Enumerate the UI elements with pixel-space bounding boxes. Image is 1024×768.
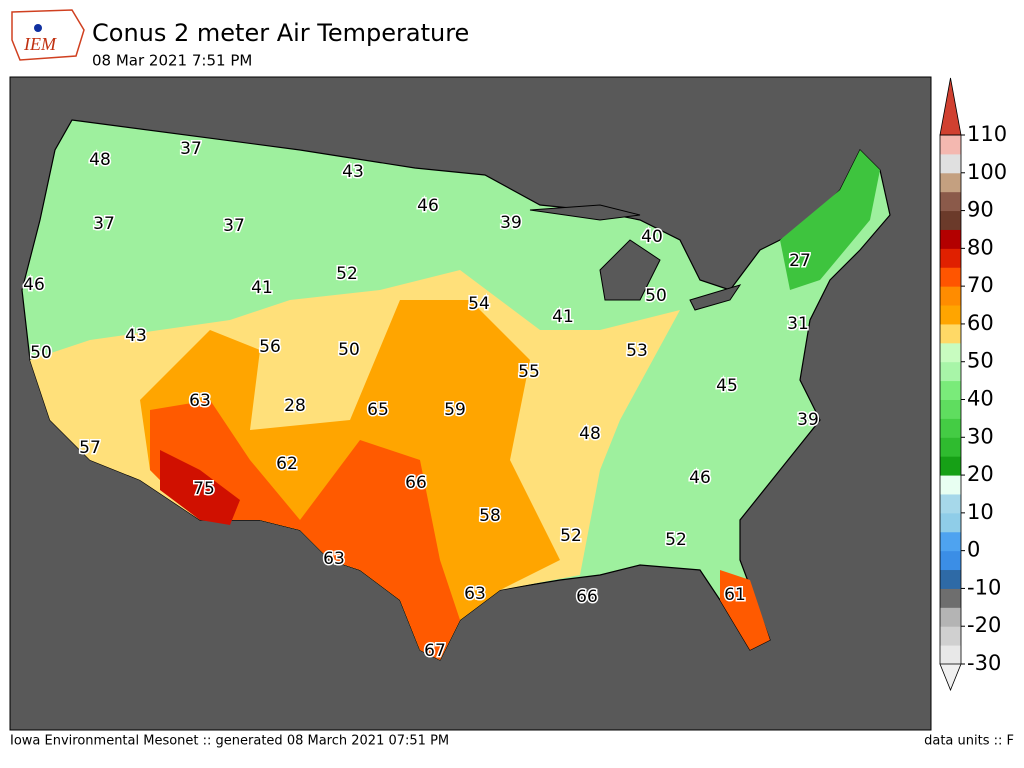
temp-label: 59 xyxy=(444,400,466,420)
temp-label: 48 xyxy=(89,150,111,170)
temp-label: 43 xyxy=(342,162,364,182)
temp-label: 37 xyxy=(223,216,245,236)
colorbar-bin xyxy=(940,456,961,476)
temp-label: 50 xyxy=(30,343,52,363)
temp-label: 56 xyxy=(259,337,281,357)
colorbar-tick-label: 30 xyxy=(967,424,994,448)
colorbar-tick-label: -20 xyxy=(967,613,1001,637)
temp-label: 27 xyxy=(789,251,811,271)
colorbar-bin xyxy=(940,512,961,533)
colorbar-bin xyxy=(940,361,961,382)
temp-label: 63 xyxy=(189,391,211,411)
colorbar-tick-label: 40 xyxy=(967,387,994,411)
colorbar-tick-label: -30 xyxy=(967,651,1001,675)
colorbar-under xyxy=(939,663,962,692)
temp-label: 58 xyxy=(479,506,501,526)
title: Conus 2 meter Air Temperature xyxy=(92,19,469,47)
colorbar-bin xyxy=(940,248,961,268)
temp-label: 37 xyxy=(93,214,115,234)
colorbar-bin xyxy=(940,210,961,230)
colorbar-bin xyxy=(940,493,961,514)
temp-label: 40 xyxy=(641,227,663,247)
temp-label: 50 xyxy=(338,340,360,360)
logo: IEM xyxy=(11,9,85,61)
temp-label: 39 xyxy=(500,213,522,233)
colorbar-bin xyxy=(940,323,961,344)
temp-label: 54 xyxy=(468,294,490,314)
temp-label: 67 xyxy=(424,641,446,661)
colorbar-bin xyxy=(940,135,961,155)
colorbar-bin xyxy=(940,286,961,306)
temp-label: 48 xyxy=(579,424,601,444)
colorbar-tick-label: 10 xyxy=(967,500,994,524)
colorbar-bin xyxy=(940,475,961,495)
colorbar-bin xyxy=(940,342,961,363)
colorbar-tick-label: -10 xyxy=(967,575,1001,599)
temp-label: 53 xyxy=(626,341,648,361)
temp-label: 50 xyxy=(645,286,667,306)
logo-text: IEM xyxy=(23,34,57,54)
temp-label: 37 xyxy=(180,139,202,159)
temp-label: 45 xyxy=(716,376,738,396)
colorbar-bin xyxy=(940,569,961,589)
temp-label: 43 xyxy=(125,326,147,346)
colorbar-bin xyxy=(940,607,961,627)
temp-label: 52 xyxy=(560,526,582,546)
colorbar-tick-label: 80 xyxy=(967,235,994,259)
colorbar-tick-label: 110 xyxy=(967,122,1007,146)
temp-label: 52 xyxy=(336,264,358,284)
colorbar-over xyxy=(939,77,962,136)
temp-label: 41 xyxy=(552,307,574,327)
colorbar-bin xyxy=(940,172,961,193)
temp-label: 41 xyxy=(251,278,273,298)
temp-label: 61 xyxy=(724,585,746,605)
temp-label: 55 xyxy=(518,362,540,382)
temp-label: 66 xyxy=(576,587,598,607)
colorbar-tick-label: 100 xyxy=(967,160,1007,184)
colorbar-bin xyxy=(940,645,961,665)
temp-label: 46 xyxy=(23,275,45,295)
colorbar-bin xyxy=(940,626,961,646)
colorbar-bin xyxy=(940,153,961,174)
temp-label: 31 xyxy=(787,314,809,334)
colorbar-tick-label: 60 xyxy=(967,311,994,335)
colorbar-bin xyxy=(940,437,961,457)
temp-label: 39 xyxy=(797,410,819,430)
temp-label: 66 xyxy=(405,473,427,493)
temp-label: 46 xyxy=(689,468,711,488)
colorbar-bin xyxy=(940,305,961,325)
colorbar-bin xyxy=(940,399,961,419)
temp-label: 65 xyxy=(367,400,389,420)
colorbar-tick-label: 70 xyxy=(967,273,994,297)
colorbar-bin xyxy=(940,418,961,438)
temp-label: 52 xyxy=(665,530,687,550)
temp-label: 63 xyxy=(323,549,345,569)
colorbar-bin xyxy=(940,191,961,212)
colorbar-bin xyxy=(940,531,961,552)
temp-label: 75 xyxy=(193,479,215,499)
footer-right: data units :: F xyxy=(924,734,1014,749)
temp-label: 62 xyxy=(276,454,298,474)
colorbar-tick-label: 20 xyxy=(967,462,994,486)
temp-label: 63 xyxy=(464,584,486,604)
subtitle: 08 Mar 2021 7:51 PM xyxy=(92,52,252,70)
colorbar-bin xyxy=(940,588,961,608)
colorbar-tick-label: 0 xyxy=(967,538,980,562)
colorbar-bin xyxy=(940,267,961,287)
map xyxy=(21,119,891,661)
footer-left: Iowa Environmental Mesonet :: generated … xyxy=(10,734,449,749)
colorbar-bin xyxy=(940,380,961,400)
colorbar-bin xyxy=(940,550,961,571)
temp-label: 57 xyxy=(79,438,101,458)
colorbar-tick-label: 90 xyxy=(967,198,994,222)
temp-label: 28 xyxy=(284,396,306,416)
temp-label: 46 xyxy=(417,196,439,216)
colorbar-bin xyxy=(940,229,961,249)
colorbar-tick-label: 50 xyxy=(967,349,994,373)
